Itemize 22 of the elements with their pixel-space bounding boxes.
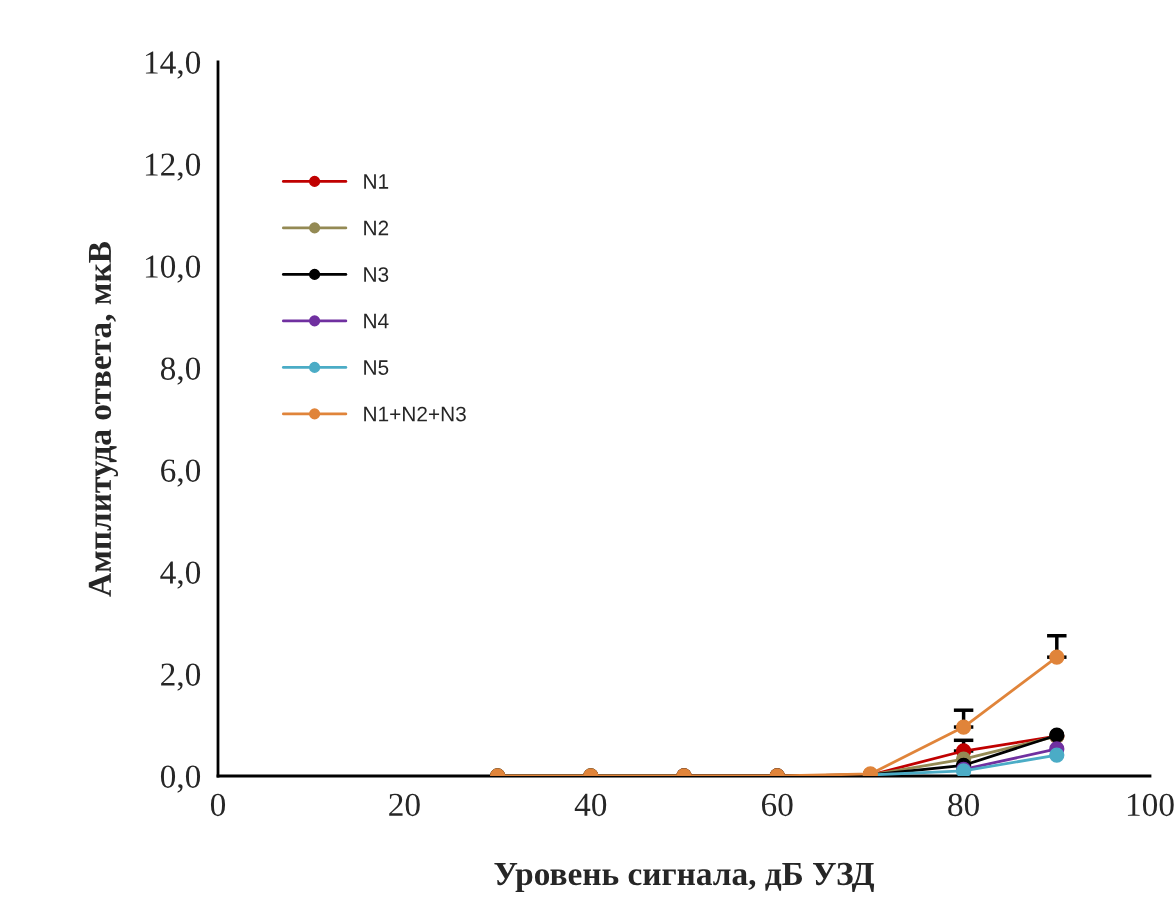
x-tick-label: 20: [389, 793, 420, 817]
legend-label: N5: [364, 360, 389, 375]
y-axis-title: Амплитуда ответа, мкВ: [88, 241, 118, 597]
legend-label: N1+N2+N3: [364, 406, 466, 422]
y-tick-label: 6,0: [161, 459, 201, 487]
y-tick-label: 12,0: [145, 153, 201, 181]
y-tick-label: 4,0: [160, 561, 201, 589]
x-tick-label: 40: [574, 793, 607, 817]
y-tick-label: 2,0: [161, 663, 201, 691]
legend-label: N4: [364, 313, 389, 329]
y-tick-label: 14,0: [145, 51, 201, 79]
x-tick-label: 100: [1127, 793, 1174, 817]
x-axis-title: Уровень сигнала, дБ УЗД: [494, 862, 875, 893]
y-tick-label: 8,0: [160, 357, 201, 385]
x-tick-label: 80: [948, 793, 979, 817]
x-tick-label: 0: [210, 793, 226, 817]
legend-label: N3: [364, 267, 389, 282]
y-tick-label: 0,0: [160, 765, 201, 793]
y-tick-label: 10,0: [145, 255, 201, 283]
legend-label: N1: [364, 174, 389, 189]
legend-label: N2: [364, 220, 389, 236]
x-tick-label: 60: [761, 793, 793, 817]
